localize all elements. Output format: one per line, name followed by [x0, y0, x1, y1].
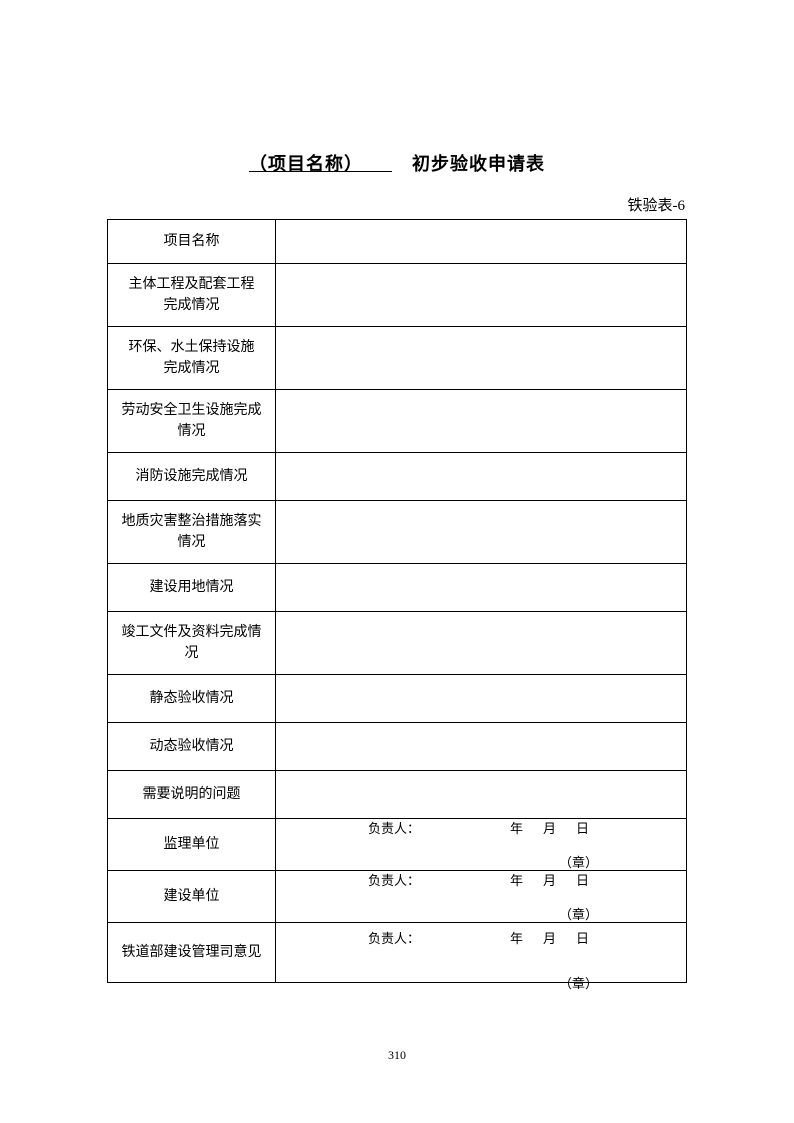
month-label: 月 — [543, 870, 556, 889]
row-value — [276, 264, 687, 327]
application-form-table: 项目名称主体工程及配套工程完成情况环保、水土保持设施完成情况劳动安全卫生设施完成… — [107, 219, 687, 983]
responsible-label: 负责人： — [368, 928, 420, 947]
signature-cell: （章） 负责人： 年 月 日 — [276, 819, 687, 871]
title-plain: 初步验收申请表 — [412, 154, 545, 174]
signature-line: 负责人： 年 月 日 — [286, 870, 676, 889]
row-label: 环保、水土保持设施完成情况 — [108, 327, 276, 390]
row-value — [276, 612, 687, 675]
signature-row: 铁道部建设管理司意见（章）负责人：年月日 — [108, 923, 687, 983]
row-label: 需要说明的问题 — [108, 771, 276, 819]
row-value — [276, 327, 687, 390]
day-label: 日 — [576, 818, 589, 837]
signature-row-label: 监理单位 — [108, 819, 276, 871]
page-number: 310 — [0, 1048, 794, 1063]
table-row: 主体工程及配套工程完成情况 — [108, 264, 687, 327]
row-label: 主体工程及配套工程完成情况 — [108, 264, 276, 327]
table-row: 竣工文件及资料完成情况 — [108, 612, 687, 675]
row-label: 竣工文件及资料完成情况 — [108, 612, 276, 675]
responsible-label: 负责人： — [368, 818, 420, 837]
signature-row-label: 建设单位 — [108, 871, 276, 923]
table-row: 需要说明的问题 — [108, 771, 687, 819]
signature-line: 负责人： 年 月 日 — [286, 818, 676, 837]
responsible-label: 负责人： — [368, 870, 420, 889]
table-row: 动态验收情况 — [108, 723, 687, 771]
signature-row: 监理单位 （章） 负责人： 年 月 日 — [108, 819, 687, 871]
signature-row: 建设单位 （章） 负责人： 年 月 日 — [108, 871, 687, 923]
table-row: 静态验收情况 — [108, 675, 687, 723]
row-label: 地质灾害整治措施落实情况 — [108, 501, 276, 564]
row-label: 消防设施完成情况 — [108, 453, 276, 501]
row-label: 动态验收情况 — [108, 723, 276, 771]
table-row: 消防设施完成情况 — [108, 453, 687, 501]
signature-cell: （章） 负责人： 年 月 日 — [276, 871, 687, 923]
signature-cell: （章）负责人：年月日 — [276, 923, 687, 983]
row-value — [276, 220, 687, 264]
month-label: 月 — [543, 928, 556, 947]
title-underlined: （项目名称） — [249, 154, 392, 174]
seal-text: （章） — [559, 852, 598, 871]
table-row: 劳动安全卫生设施完成情况 — [108, 390, 687, 453]
row-label: 静态验收情况 — [108, 675, 276, 723]
table-row: 环保、水土保持设施完成情况 — [108, 327, 687, 390]
signature-line: 负责人： 年 月 日 — [286, 928, 676, 947]
table-row: 地质灾害整治措施落实情况 — [108, 501, 687, 564]
day-label: 日 — [576, 928, 589, 947]
year-label: 年 — [510, 870, 523, 889]
day-label: 日 — [576, 870, 589, 889]
row-label: 项目名称 — [108, 220, 276, 264]
month-label: 月 — [543, 818, 556, 837]
row-value — [276, 453, 687, 501]
row-value — [276, 390, 687, 453]
row-value — [276, 564, 687, 612]
table-row: 建设用地情况 — [108, 564, 687, 612]
signature-row-label: 铁道部建设管理司意见 — [108, 923, 276, 983]
row-label: 劳动安全卫生设施完成情况 — [108, 390, 276, 453]
page-content: （项目名称） 初步验收申请表 铁验表-6 项目名称主体工程及配套工程完成情况环保… — [0, 0, 794, 983]
table-row: 项目名称 — [108, 220, 687, 264]
year-label: 年 — [510, 818, 523, 837]
seal-text: （章） — [559, 904, 598, 923]
seal-text: （章） — [559, 973, 598, 992]
row-value — [276, 771, 687, 819]
row-value — [276, 675, 687, 723]
row-value — [276, 501, 687, 564]
table-identifier: 铁验表-6 — [107, 194, 687, 215]
document-title: （项目名称） 初步验收申请表 — [107, 150, 687, 176]
year-label: 年 — [510, 928, 523, 947]
row-value — [276, 723, 687, 771]
row-label: 建设用地情况 — [108, 564, 276, 612]
